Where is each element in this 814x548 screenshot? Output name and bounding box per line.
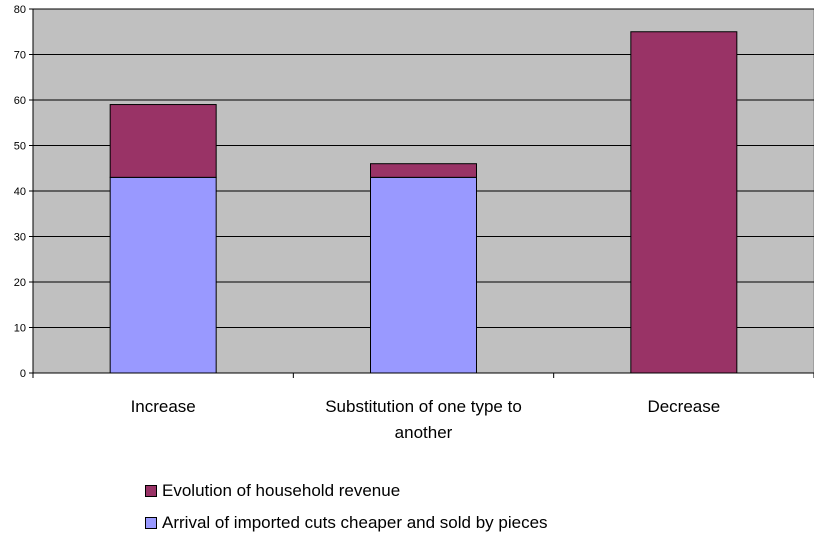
legend: Evolution of household revenue Arrival of… [145, 480, 548, 544]
x-category-label-line: another [395, 423, 453, 442]
x-axis-labels: Increase Substitution of one type to anoth… [131, 397, 721, 442]
bar-segment [630, 31, 738, 374]
legend-item: Evolution of household revenue [145, 480, 548, 502]
legend-swatch [145, 517, 157, 529]
x-category-label: Decrease [647, 397, 720, 416]
y-tick-label: 30 [14, 232, 26, 244]
y-tick-label: 20 [14, 277, 26, 289]
bar-segment [109, 176, 217, 374]
y-axis-ticks: 0 10 20 30 40 50 60 70 80 [14, 4, 33, 380]
bar-segment [370, 176, 477, 374]
legend-swatch [145, 485, 157, 497]
legend-label: Arrival of imported cuts cheaper and sol… [162, 513, 548, 532]
y-tick-label: 0 [20, 368, 26, 380]
x-category-label-line: Substitution of one type to [325, 397, 522, 416]
bar-segment [109, 104, 217, 178]
y-tick-label: 70 [14, 50, 26, 62]
legend-item: Arrival of imported cuts cheaper and sol… [145, 512, 548, 534]
x-category-label-line: Increase [131, 397, 196, 416]
x-category-label: Increase [131, 397, 196, 416]
bar-segment [370, 163, 477, 178]
y-tick-label: 80 [14, 4, 26, 16]
y-tick-label: 60 [14, 95, 26, 107]
y-tick-label: 40 [14, 186, 26, 198]
x-category-label: Substitution of one type to another [325, 397, 522, 442]
legend-label: Evolution of household revenue [162, 481, 401, 500]
x-category-label-line: Decrease [647, 397, 720, 416]
bars [109, 31, 738, 374]
y-tick-label: 10 [14, 323, 26, 335]
y-tick-label: 50 [14, 141, 26, 153]
